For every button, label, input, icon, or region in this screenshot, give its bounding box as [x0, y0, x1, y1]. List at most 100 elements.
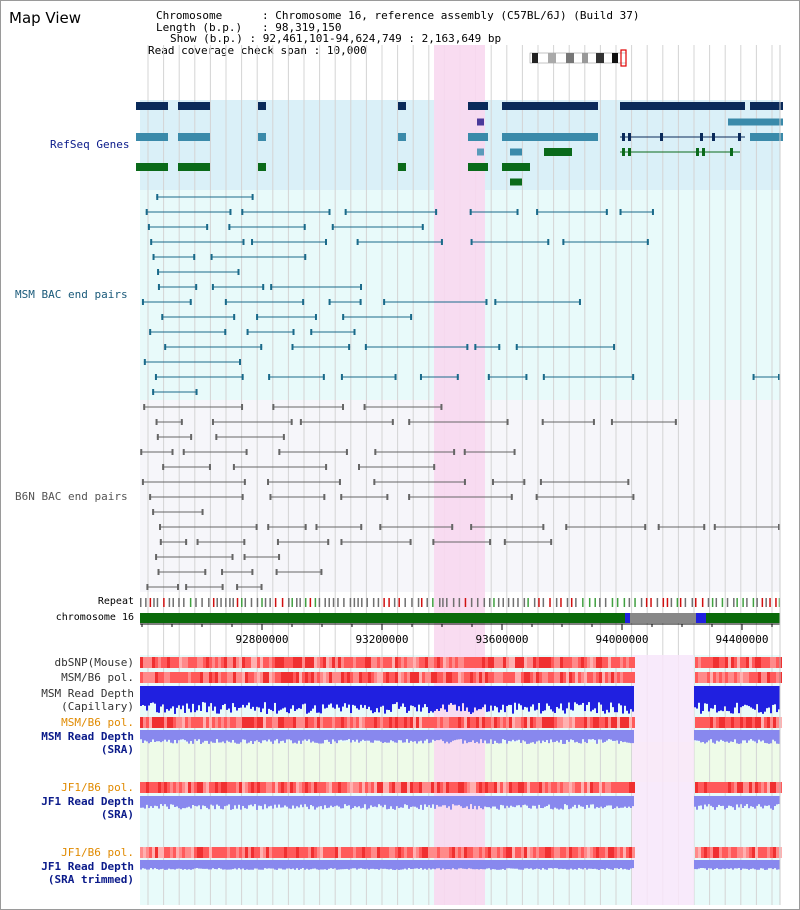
depth-bar [630, 730, 632, 744]
depth-bar [142, 730, 144, 743]
depth-bar [596, 860, 598, 870]
track-label-jf1-b6-pol-2[interactable]: JF1/B6 pol. [61, 846, 134, 859]
depth-bar [380, 796, 382, 806]
heat-cell [182, 782, 185, 793]
heat-cell [260, 672, 263, 683]
b6n-bac-glyphs[interactable] [140, 404, 780, 590]
heat-cell [347, 847, 350, 858]
heat-cell [257, 717, 260, 728]
track-label-jf1-b6-pol-1[interactable]: JF1/B6 pol. [61, 781, 134, 794]
repeat-element [299, 598, 301, 607]
track-label-msm-b6-pol-1[interactable]: MSM/B6 pol. [61, 671, 134, 684]
heat-cell [368, 672, 371, 683]
depth-bar [336, 796, 338, 806]
position-axis: 92800000 93200000 93600000 94000000 94400000 [141, 624, 773, 646]
gene-exon [510, 148, 522, 156]
jf1-b6-pol-track-1[interactable] [140, 782, 782, 793]
track-label-msm-b6-pol-2[interactable]: MSM/B6 pol. [61, 716, 134, 729]
depth-bar [182, 730, 184, 740]
heat-cell [293, 847, 296, 858]
msm-read-depth-capillary-track[interactable] [140, 686, 780, 714]
depth-bar [140, 796, 142, 808]
repeat-element [145, 598, 147, 607]
depth-bar [354, 686, 356, 706]
chromosome-ideogram[interactable] [529, 49, 627, 67]
heat-cell [566, 717, 569, 728]
depth-bar [402, 860, 404, 870]
track-label-b6n-bac[interactable]: B6N BAC end pairs [15, 490, 128, 503]
heat-cell [197, 847, 200, 858]
heat-cell [374, 847, 377, 858]
msm-b6-pol-track-1[interactable] [140, 672, 782, 683]
depth-bar [546, 796, 548, 807]
heat-cell [590, 672, 593, 683]
heat-cell [167, 672, 170, 683]
track-label-msm-depth-cap[interactable]: MSM Read Depth [41, 687, 134, 700]
bac-end [394, 374, 397, 380]
heat-cell [245, 672, 248, 683]
depth-bar [200, 730, 202, 744]
depth-bar [458, 686, 460, 707]
highlight-region[interactable] [434, 45, 485, 905]
heat-cell [248, 657, 251, 668]
bac-end [674, 419, 677, 425]
heat-cell [488, 717, 491, 728]
heat-cell [455, 672, 458, 683]
depth-bar [276, 860, 278, 870]
heat-cell [191, 717, 194, 728]
track-label-jf1-depth-trim[interactable]: JF1 Read Depth [41, 860, 134, 873]
bac-end [272, 404, 275, 410]
heat-cell [488, 847, 491, 858]
heat-cell [590, 847, 593, 858]
axis-tick-label: 94400000 [716, 633, 769, 646]
refseq-gene-glyphs[interactable] [136, 102, 783, 186]
repeat-element [442, 598, 444, 607]
heat-cell [428, 782, 431, 793]
heat-cell [740, 782, 743, 793]
heat-cell [485, 657, 488, 668]
depth-bar [288, 686, 290, 714]
heat-cell [497, 657, 500, 668]
track-label-dbsnp[interactable]: dbSNP(Mouse) [54, 656, 134, 669]
heat-cell [767, 672, 770, 683]
heat-cell [167, 717, 170, 728]
track-label-msm-bac[interactable]: MSM BAC end pairs [15, 288, 128, 301]
jf1-read-depth-sra-track[interactable] [140, 796, 780, 810]
depth-bar [772, 686, 774, 705]
track-label-msm-depth-sra[interactable]: MSM Read Depth [41, 730, 134, 743]
depth-bar [456, 730, 458, 740]
depth-bar [464, 730, 466, 741]
depth-bar [602, 686, 604, 712]
msm-b6-pol-track-2[interactable] [140, 717, 782, 728]
heat-cell [698, 782, 701, 793]
heat-cell [605, 847, 608, 858]
jf1-b6-pol-track-2[interactable] [140, 847, 782, 858]
depth-bar [168, 796, 170, 810]
msm-bac-glyphs[interactable] [141, 194, 780, 395]
heat-cell [614, 782, 617, 793]
heat-cell [335, 847, 338, 858]
gene-exon [136, 102, 168, 110]
heat-cell [383, 847, 386, 858]
depth-bar [520, 860, 522, 870]
heat-cell [725, 717, 728, 728]
track-label-repeat[interactable]: Repeat [97, 596, 134, 607]
heat-cell [611, 672, 614, 683]
depth-bar [542, 730, 544, 741]
track-label-chromosome[interactable]: chromosome 16 [55, 612, 134, 623]
track-label-refseq[interactable]: RefSeq Genes [50, 138, 130, 151]
heat-cell [218, 717, 221, 728]
bac-end [703, 524, 706, 530]
repeat-element [599, 598, 601, 607]
repeat-track[interactable] [140, 598, 781, 607]
heat-cell [563, 717, 566, 728]
depth-bar [430, 686, 432, 712]
msm-read-depth-sra-track[interactable] [140, 730, 780, 744]
track-label-jf1-depth-sra[interactable]: JF1 Read Depth [41, 795, 134, 808]
depth-bar [442, 860, 444, 869]
chromosome-bar[interactable] [140, 613, 780, 625]
depth-bar [426, 730, 428, 740]
bac-end [470, 524, 473, 530]
jf1-read-depth-trimmed-track[interactable] [140, 860, 780, 870]
